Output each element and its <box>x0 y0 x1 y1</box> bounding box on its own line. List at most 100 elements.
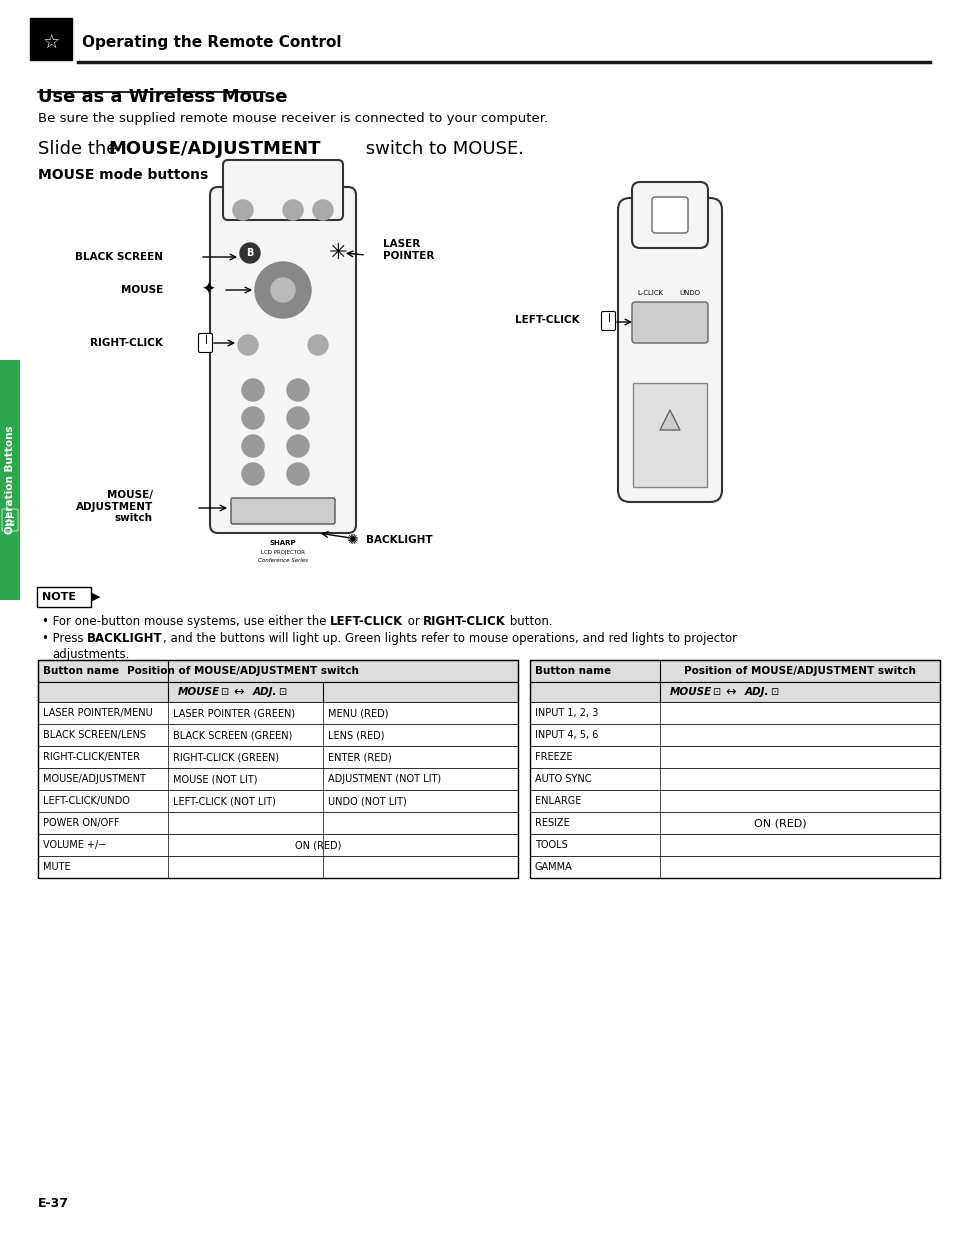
Bar <box>530 790 939 811</box>
FancyBboxPatch shape <box>37 587 91 606</box>
FancyBboxPatch shape <box>223 161 343 220</box>
Text: , and the buttons will light up. Green lights refer to mouse operations, and red: , and the buttons will light up. Green l… <box>163 632 737 645</box>
Text: BACKLIGHT: BACKLIGHT <box>88 632 163 645</box>
Text: ADJ.: ADJ. <box>253 687 277 697</box>
Text: ADJ.: ADJ. <box>744 687 769 697</box>
Text: MOUSE/ADJUSTMENT: MOUSE/ADJUSTMENT <box>108 140 320 158</box>
Text: INPUT 1, 2, 3: INPUT 1, 2, 3 <box>535 708 598 718</box>
Text: MOUSE: MOUSE <box>121 285 163 295</box>
Bar <box>38 811 517 834</box>
Text: ENTER (RED): ENTER (RED) <box>328 752 392 762</box>
FancyBboxPatch shape <box>651 198 687 233</box>
Bar <box>530 659 939 878</box>
FancyBboxPatch shape <box>618 198 721 501</box>
Text: BLACK SCREEN/LENS: BLACK SCREEN/LENS <box>43 730 146 740</box>
Text: MOUSE/
ADJUSTMENT
switch: MOUSE/ ADJUSTMENT switch <box>75 490 152 524</box>
Text: UNDO (NOT LIT): UNDO (NOT LIT) <box>328 797 406 806</box>
Circle shape <box>242 435 264 457</box>
Text: MUTE: MUTE <box>43 862 71 872</box>
Bar <box>38 659 517 878</box>
Text: Operating the Remote Control: Operating the Remote Control <box>82 36 341 51</box>
Circle shape <box>287 379 309 401</box>
Bar <box>530 834 939 856</box>
Text: RESIZE: RESIZE <box>535 818 569 827</box>
Text: RIGHT-CLICK (GREEN): RIGHT-CLICK (GREEN) <box>172 752 279 762</box>
FancyBboxPatch shape <box>198 333 213 352</box>
Text: Position of MOUSE/ADJUSTMENT switch: Position of MOUSE/ADJUSTMENT switch <box>127 666 358 676</box>
FancyBboxPatch shape <box>601 311 615 331</box>
Bar <box>530 856 939 878</box>
Bar <box>530 659 939 682</box>
Bar <box>530 701 939 724</box>
Circle shape <box>242 379 264 401</box>
Circle shape <box>271 278 294 303</box>
Text: adjustments.: adjustments. <box>52 648 130 661</box>
Text: SHARP: SHARP <box>270 540 296 546</box>
FancyBboxPatch shape <box>2 509 18 531</box>
Text: MENU (RED): MENU (RED) <box>328 708 388 718</box>
Text: MOUSE: MOUSE <box>669 687 712 697</box>
Bar <box>530 768 939 790</box>
Text: AUTO SYNC: AUTO SYNC <box>535 774 591 784</box>
Text: Conference Series: Conference Series <box>257 558 308 563</box>
FancyBboxPatch shape <box>210 186 355 534</box>
FancyBboxPatch shape <box>30 19 71 61</box>
Circle shape <box>242 463 264 485</box>
Text: or: or <box>403 615 423 629</box>
Text: VOLUME +/−: VOLUME +/− <box>43 840 107 850</box>
Circle shape <box>242 408 264 429</box>
Circle shape <box>233 200 253 220</box>
Text: E-37: E-37 <box>38 1197 69 1210</box>
Text: INPUT 4, 5, 6: INPUT 4, 5, 6 <box>535 730 598 740</box>
Text: RIGHT-CLICK: RIGHT-CLICK <box>423 615 505 629</box>
Circle shape <box>287 435 309 457</box>
FancyBboxPatch shape <box>631 182 707 248</box>
Text: ⊡: ⊡ <box>220 687 228 697</box>
Text: Operation Buttons: Operation Buttons <box>5 426 15 535</box>
Text: NOTE: NOTE <box>42 592 76 601</box>
Text: • For one-button mouse systems, use either the: • For one-button mouse systems, use eith… <box>42 615 330 629</box>
Circle shape <box>313 200 333 220</box>
Text: Use as a Wireless Mouse: Use as a Wireless Mouse <box>38 88 287 106</box>
Text: LEFT-CLICK: LEFT-CLICK <box>330 615 403 629</box>
Text: LASER POINTER (GREEN): LASER POINTER (GREEN) <box>172 708 294 718</box>
Circle shape <box>237 335 257 354</box>
Text: MOUSE (NOT LIT): MOUSE (NOT LIT) <box>172 774 257 784</box>
Bar <box>530 724 939 746</box>
Text: RIGHT-CLICK: RIGHT-CLICK <box>90 338 163 348</box>
Text: Position of MOUSE/ADJUSTMENT switch: Position of MOUSE/ADJUSTMENT switch <box>683 666 915 676</box>
Bar <box>0 359 20 600</box>
Text: B: B <box>246 248 253 258</box>
Text: L-CLICK: L-CLICK <box>637 290 662 296</box>
Text: ☷: ☷ <box>5 515 15 529</box>
Text: BLACK SCREEN (GREEN): BLACK SCREEN (GREEN) <box>172 730 292 740</box>
Text: • Press: • Press <box>42 632 88 645</box>
Text: ✳: ✳ <box>329 243 347 263</box>
Bar <box>38 790 517 811</box>
Text: LEFT-CLICK: LEFT-CLICK <box>515 315 579 325</box>
FancyBboxPatch shape <box>631 303 707 343</box>
Text: LCD PROJECTOR: LCD PROJECTOR <box>261 550 305 555</box>
Circle shape <box>283 200 303 220</box>
Text: ↔: ↔ <box>233 685 243 699</box>
Text: ON (RED): ON (RED) <box>753 818 805 827</box>
Text: BACKLIGHT: BACKLIGHT <box>366 535 432 545</box>
FancyBboxPatch shape <box>633 383 706 487</box>
Bar <box>38 724 517 746</box>
Bar <box>38 834 517 856</box>
Circle shape <box>287 463 309 485</box>
Bar <box>38 659 517 682</box>
Text: ✦: ✦ <box>201 282 214 299</box>
Text: Button name: Button name <box>535 666 611 676</box>
Text: ☆: ☆ <box>42 33 60 53</box>
Bar <box>38 768 517 790</box>
Bar <box>38 746 517 768</box>
Text: GAMMA: GAMMA <box>535 862 572 872</box>
Text: LASER
POINTER: LASER POINTER <box>382 240 434 261</box>
Text: ▶: ▶ <box>91 592 100 601</box>
Text: Button name: Button name <box>43 666 119 676</box>
Circle shape <box>240 243 260 263</box>
Text: ⊡: ⊡ <box>769 687 778 697</box>
Text: RIGHT-CLICK/ENTER: RIGHT-CLICK/ENTER <box>43 752 140 762</box>
Text: MOUSE/ADJUSTMENT: MOUSE/ADJUSTMENT <box>43 774 146 784</box>
